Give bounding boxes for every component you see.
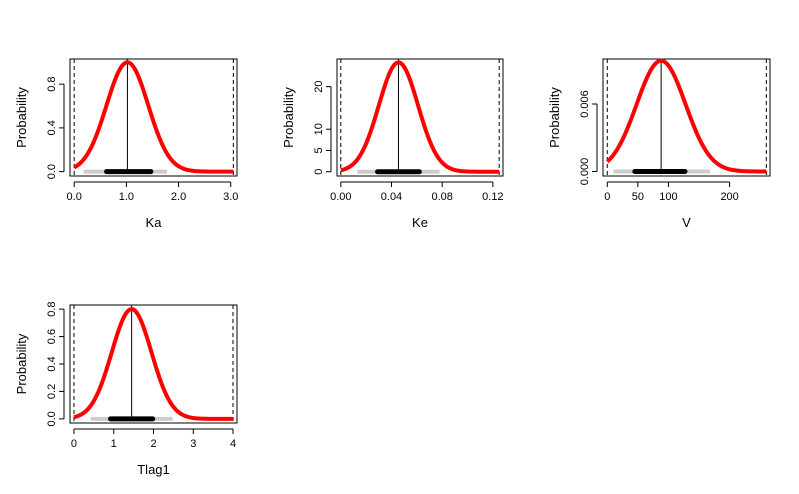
x-axis-title: V: [682, 215, 691, 230]
y-tick-label: 0: [313, 169, 325, 175]
x-tick-label: 0.00: [330, 191, 351, 203]
x-tick-label: 3.0: [223, 191, 238, 203]
y-tick-label: 0.4: [46, 120, 58, 135]
x-tick-label: 0.0: [67, 191, 82, 203]
x-tick-label: 1: [111, 438, 117, 450]
y-tick-label: 0.8: [46, 301, 58, 316]
plot-frame: [69, 58, 238, 177]
plot-frame: [602, 58, 771, 177]
y-tick-label: 0.0: [46, 411, 58, 426]
x-tick-label: 0.08: [431, 191, 452, 203]
y-tick-label: 0.006: [579, 90, 591, 118]
x-tick-label: 2.0: [171, 191, 186, 203]
y-tick-label: 0.4: [46, 356, 58, 371]
panel-ka: 0.0 1.0 2.0 3.0 0.0 0.4 0.8 Ka Probability: [14, 58, 238, 230]
y-tick-label: 0.000: [579, 158, 591, 186]
y-axis-title: Probability: [281, 87, 296, 148]
y-tick-label: 20: [313, 81, 325, 93]
density-curve: [72, 307, 235, 421]
panel-ke: 0.00 0.04 0.08 0.12 0 5 10 20 Ke Probability: [281, 58, 504, 230]
plot-frame: [69, 304, 238, 424]
x-tick-label: 0.12: [482, 191, 503, 203]
x-axis-title: Ke: [412, 215, 428, 230]
y-tick-label: 0.2: [46, 384, 58, 399]
y-axis-title: Probability: [14, 333, 29, 394]
x-axis-title: Tlag1: [137, 462, 170, 477]
x-tick-label: 1.0: [119, 191, 134, 203]
y-tick-label: 10: [313, 123, 325, 135]
panel-v: 0 50 100 200 0.000 0.006 V Probability: [547, 58, 771, 230]
panel-tlag1: 0 1 2 3 4 0.0 0.2 0.4 0.6 0.8 Tlag1 Probability: [14, 301, 238, 477]
y-tick-label: 0.0: [46, 164, 58, 179]
x-tick-label: 2: [150, 438, 156, 450]
x-tick-label: 0.04: [381, 191, 402, 203]
y-tick-label: 0.6: [46, 329, 58, 344]
y-axis-title: Probability: [547, 87, 562, 148]
density-curve: [73, 60, 235, 174]
x-tick-label: 0: [604, 191, 610, 203]
x-tick-label: 100: [659, 191, 677, 203]
density-curve: [605, 58, 768, 174]
y-tick-label: 0.8: [46, 77, 58, 92]
plot-frame: [336, 58, 504, 177]
x-tick-label: 0: [71, 438, 77, 450]
density-curve: [339, 60, 501, 174]
x-axis-title: Ka: [146, 215, 163, 230]
x-tick-label: 200: [720, 191, 738, 203]
y-axis-title: Probability: [14, 87, 29, 148]
x-tick-label: 3: [190, 438, 196, 450]
y-tick-label: 5: [313, 147, 325, 153]
x-tick-label: 4: [230, 438, 236, 450]
x-tick-label: 50: [632, 191, 644, 203]
